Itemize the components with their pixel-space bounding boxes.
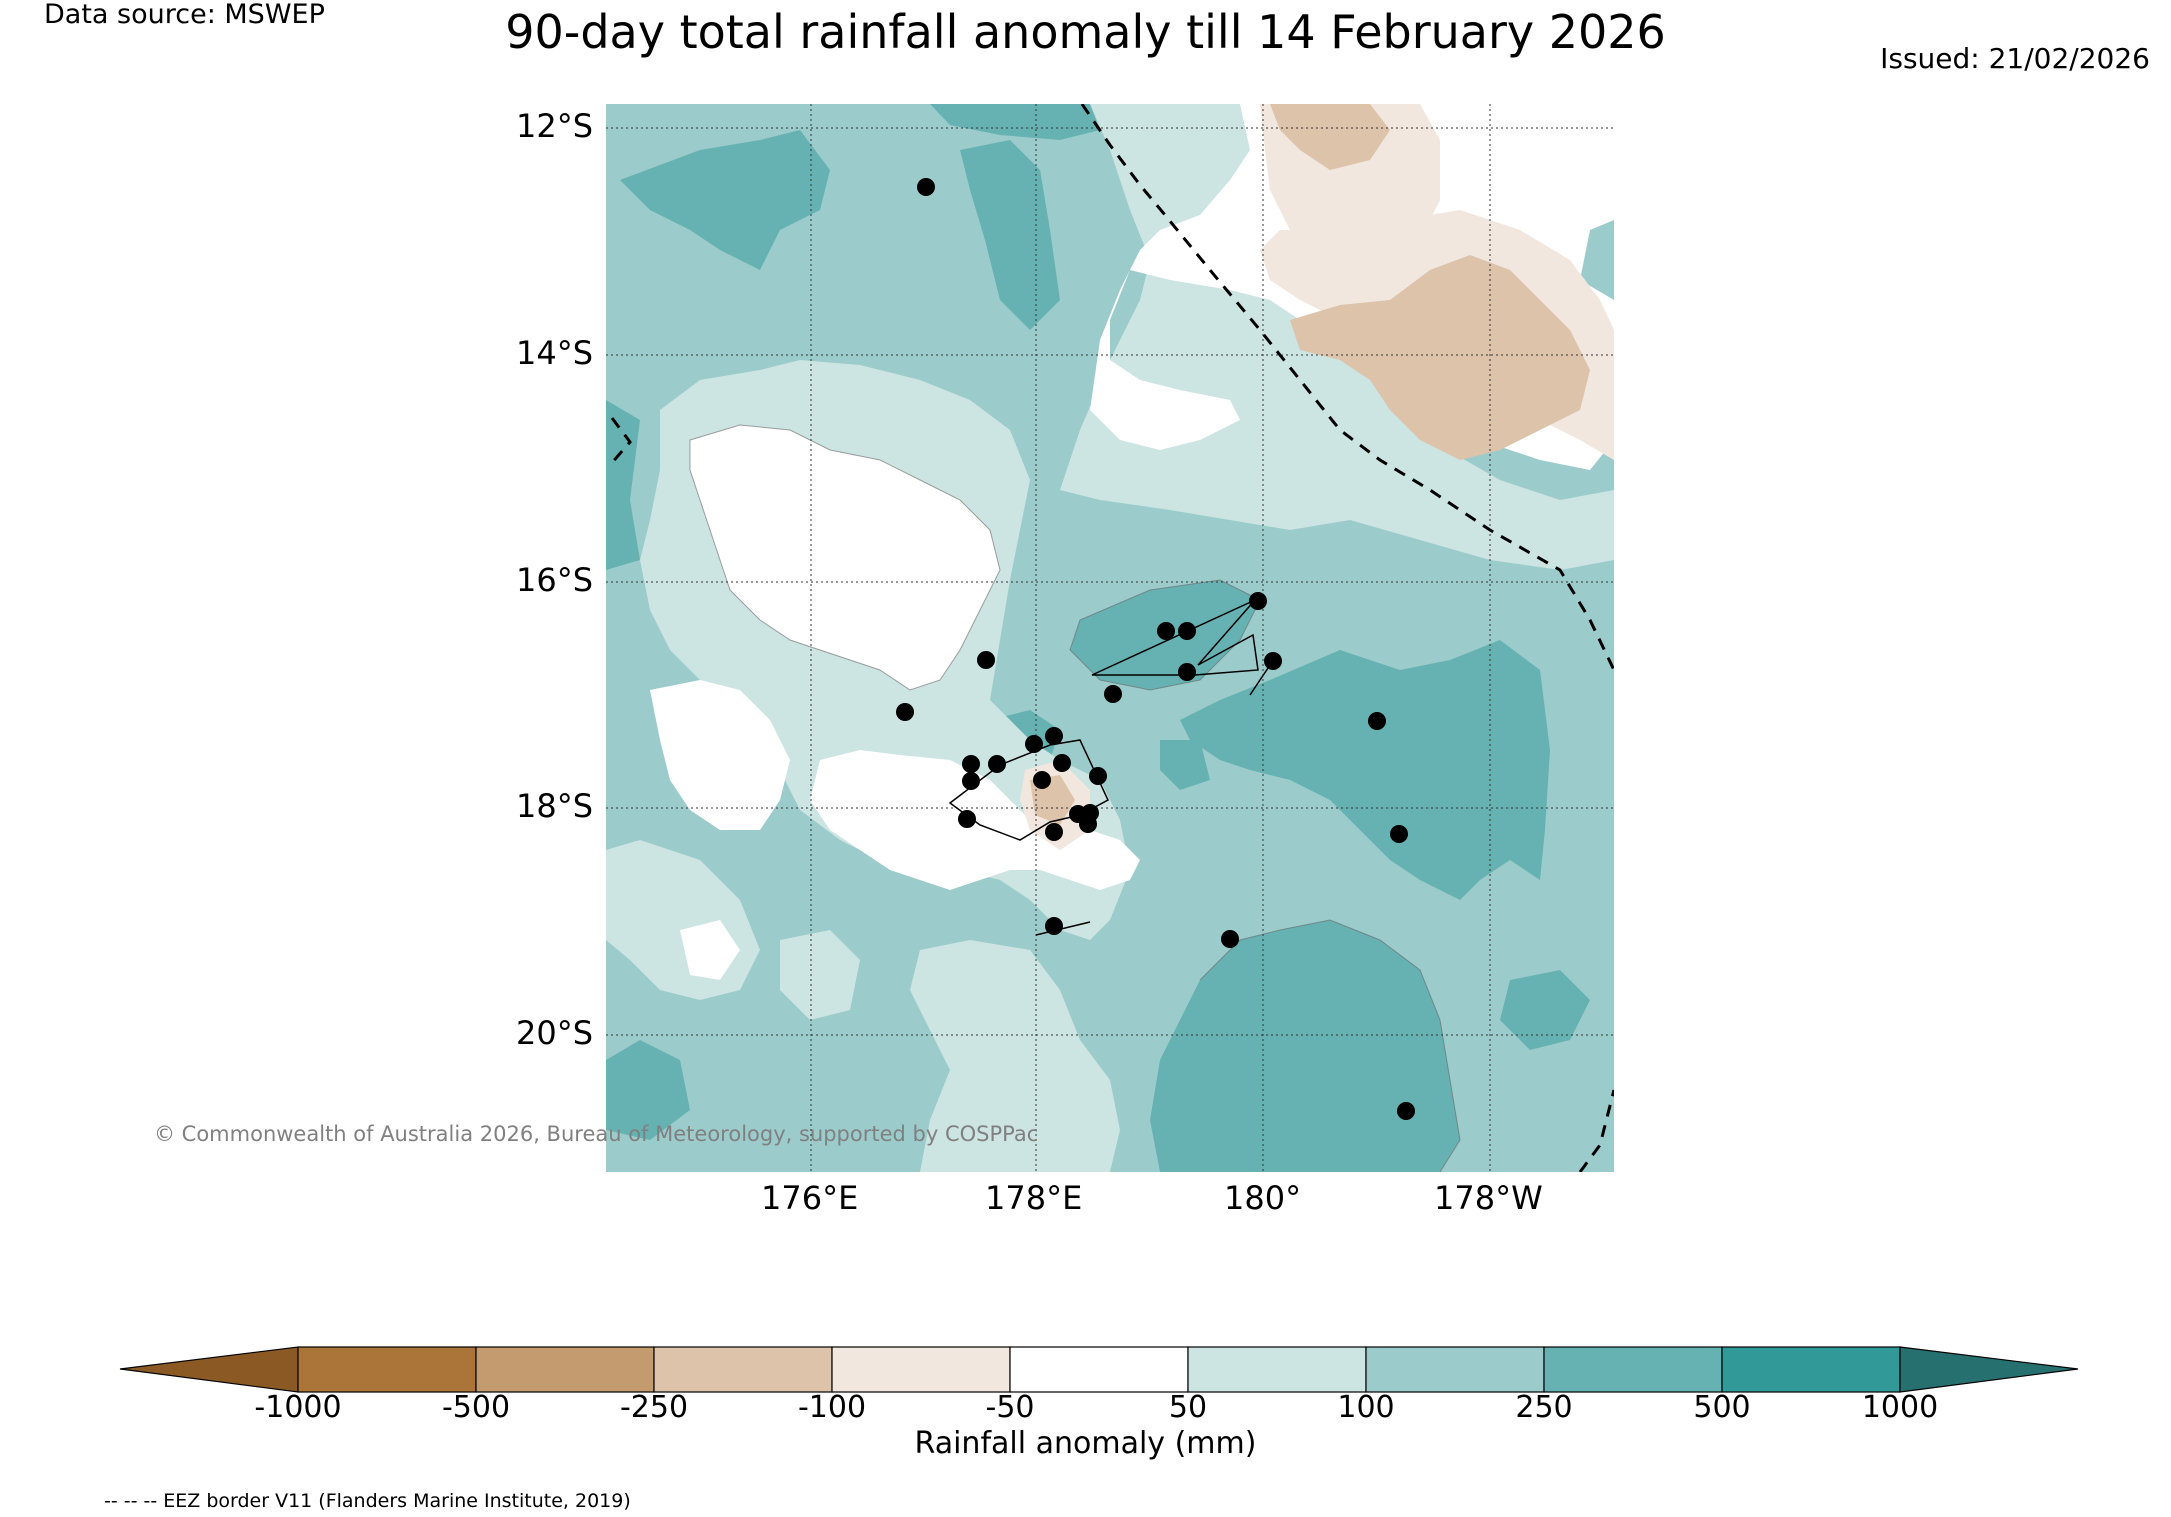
colorbar-segment <box>1365 1346 1545 1393</box>
anomaly-region-50-100 <box>780 930 860 1020</box>
anomaly-region-neutral <box>680 920 740 980</box>
lon-label: 180° <box>1224 1179 1302 1217</box>
anomaly-region-250-500 <box>1160 740 1210 790</box>
station-marker <box>1390 825 1408 843</box>
station-marker <box>1178 622 1196 640</box>
colorbar-segment <box>475 1346 655 1393</box>
anomaly-region-minus100-minus250 <box>1290 255 1590 460</box>
lat-label: 20°S <box>516 1014 594 1052</box>
station-marker <box>1053 754 1071 772</box>
lat-label: 16°S <box>516 561 594 599</box>
colorbar-segment <box>653 1346 833 1393</box>
colorbar-segment <box>831 1346 1011 1393</box>
anomaly-region-250-500 <box>606 1040 690 1140</box>
station-marker <box>1033 771 1051 789</box>
colorbar-arrow-high <box>1899 1346 2079 1393</box>
station-marker <box>1249 592 1267 610</box>
station-marker <box>896 703 914 721</box>
anomaly-region-250-500 <box>1150 920 1460 1172</box>
colorbar-tick: -100 <box>797 1390 867 1425</box>
colorbar-label: Rainfall anomaly (mm) <box>914 1426 1257 1461</box>
colorbar-segment <box>1721 1346 1901 1393</box>
station-marker <box>958 810 976 828</box>
colorbar-tick: 100 <box>1337 1390 1395 1425</box>
map-title: 90-day total rainfall anomaly till 14 Fe… <box>505 5 1666 59</box>
station-marker <box>1104 685 1122 703</box>
anomaly-fields <box>606 104 1614 1172</box>
anomaly-region-neutral <box>650 680 790 830</box>
contour-outlines <box>689 424 1461 1172</box>
anomaly-region-250-500 <box>960 140 1060 330</box>
station-marker <box>1264 652 1282 670</box>
station-marker <box>1089 767 1107 785</box>
eez-border <box>608 104 1614 1172</box>
lon-label: 178°E <box>985 1179 1083 1217</box>
copyright-notice: © Commonwealth of Australia 2026, Bureau… <box>154 1122 1039 1146</box>
anomaly-region-250-500 <box>620 130 830 270</box>
colorbar-segment <box>1543 1346 1723 1393</box>
station-marker <box>1045 727 1063 745</box>
anomaly-region-250-500 <box>1180 640 1550 900</box>
lat-label: 12°S <box>516 107 594 145</box>
colorbar-segment <box>297 1346 477 1393</box>
station-marker <box>917 178 935 196</box>
station-marker <box>1045 823 1063 841</box>
lat-label: 14°S <box>516 334 594 372</box>
issued-date: Issued: 21/02/2026 <box>1880 42 2150 75</box>
station-markers <box>896 178 1415 1120</box>
colorbar-segment <box>1187 1346 1367 1393</box>
lon-label: 176°E <box>761 1179 859 1217</box>
station-marker <box>1368 712 1386 730</box>
colorbar <box>119 1346 2079 1393</box>
station-marker <box>1397 1102 1415 1120</box>
station-marker <box>988 755 1006 773</box>
data-source-label: Data source: MSWEP <box>44 0 325 30</box>
colorbar-segment <box>1009 1346 1189 1393</box>
colorbar-tick: 1000 <box>1861 1390 1939 1425</box>
anomaly-region-50-100 <box>910 940 1120 1172</box>
station-marker <box>962 772 980 790</box>
anomaly-region-250-500 <box>1500 970 1590 1050</box>
station-marker <box>962 755 980 773</box>
colorbar-tick: 500 <box>1693 1390 1751 1425</box>
colorbar-tick: 50 <box>1168 1390 1208 1425</box>
station-marker <box>1221 930 1239 948</box>
colorbar-tick: -50 <box>985 1390 1035 1425</box>
station-marker <box>1045 917 1063 935</box>
graticule <box>606 104 1614 1172</box>
anomaly-region-minus100-minus250 <box>1270 104 1390 170</box>
station-marker <box>1178 663 1196 681</box>
station-marker <box>977 651 995 669</box>
eez-footnote: -- -- -- EEZ border V11 (Flanders Marine… <box>104 1490 631 1512</box>
colorbar-tick: 250 <box>1515 1390 1573 1425</box>
colorbar-arrow-low <box>119 1346 299 1393</box>
colorbar-tick: -1000 <box>254 1390 342 1425</box>
colorbar-tick: -250 <box>619 1390 689 1425</box>
anomaly-region-neutral <box>690 425 1000 690</box>
station-marker <box>1157 622 1175 640</box>
anomaly-region-250-500 <box>930 104 1100 140</box>
lon-label: 178°W <box>1434 1179 1543 1217</box>
station-marker <box>1079 815 1097 833</box>
lat-label: 18°S <box>516 787 594 825</box>
colorbar-tick: -500 <box>441 1390 511 1425</box>
station-marker <box>1025 735 1043 753</box>
